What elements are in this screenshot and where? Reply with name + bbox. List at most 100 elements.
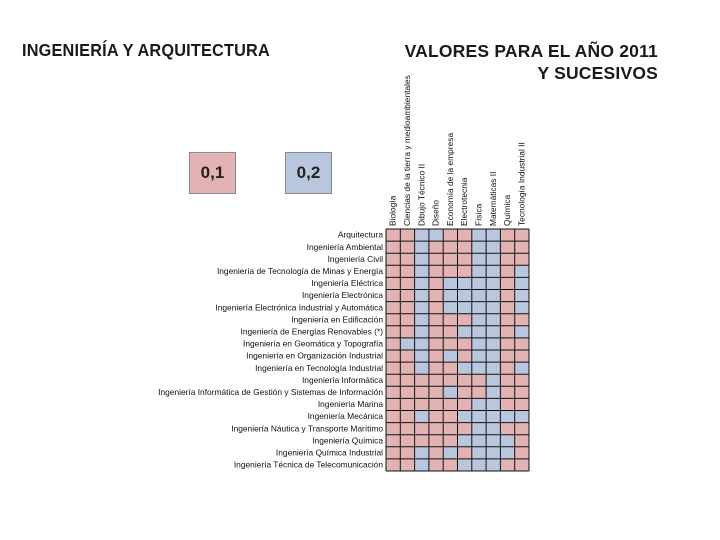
heatmap-cell-r2-c7 (486, 253, 501, 266)
heatmap-cell-r16-c6 (471, 422, 487, 435)
heatmap-cell-r14-c9 (514, 398, 529, 411)
heatmap-cell-r3-c8 (500, 265, 515, 278)
heatmap-cell-r1-c0 (386, 241, 401, 254)
heatmap-cell-r2-c5 (457, 253, 472, 266)
heatmap-cell-r18-c7 (486, 446, 501, 459)
heatmap-cell-r7-c4 (443, 313, 458, 326)
row-label-5: Ingeniería Electrónica (302, 290, 383, 300)
heatmap-cell-r12-c4 (443, 374, 458, 387)
heatmap-cell-r15-c0 (386, 410, 401, 423)
heatmap-cell-r14-c0 (386, 398, 401, 411)
heatmap-cell-r13-c0 (386, 386, 401, 399)
title-right-line1: VALORES PARA EL AÑO 2011 (404, 41, 658, 61)
heatmap-cell-r7-c0 (386, 313, 401, 326)
heatmap-cell-r8-c2 (414, 325, 429, 338)
heatmap-cell-r4-c4 (443, 277, 458, 290)
heatmap-cell-r13-c5 (457, 386, 472, 399)
heatmap-cell-r1-c3 (428, 241, 444, 254)
heatmap-cell-r18-c9 (514, 446, 529, 459)
heatmap-cell-r15-c8 (500, 410, 515, 423)
heatmap-cell-r7-c3 (428, 313, 444, 326)
heatmap-cell-r11-c9 (514, 362, 529, 375)
heatmap-cell-r2-c4 (443, 253, 458, 266)
heatmap-cell-r8-c8 (500, 325, 515, 338)
heatmap-cell-r19-c2 (414, 458, 429, 471)
heatmap-cell-r7-c6 (471, 313, 487, 326)
heatmap-cell-r8-c1 (400, 325, 415, 338)
column-label-7: Matemáticas II (488, 172, 498, 226)
heatmap-cell-r11-c1 (400, 362, 415, 375)
heatmap-cell-r19-c8 (500, 458, 515, 471)
heatmap-cell-r2-c6 (471, 253, 487, 266)
heatmap-cell-r1-c9 (514, 241, 529, 254)
heatmap-cell-r17-c0 (386, 434, 401, 447)
row-label-9: Ingeniería en Geomática y Topografía (243, 339, 383, 349)
heatmap-cell-r11-c3 (428, 362, 444, 375)
heatmap-cell-r10-c2 (414, 350, 429, 363)
heatmap-cell-r10-c7 (486, 350, 501, 363)
heatmap-cell-r18-c2 (414, 446, 429, 459)
heatmap-cell-r2-c9 (514, 253, 529, 266)
heatmap-cell-r13-c1 (400, 386, 415, 399)
heatmap-cell-r14-c8 (500, 398, 515, 411)
heatmap-cell-r8-c5 (457, 325, 472, 338)
heatmap-cell-r3-c9 (514, 265, 529, 278)
heatmap-cell-r12-c0 (386, 374, 401, 387)
heatmap-cell-r16-c2 (414, 422, 429, 435)
row-label-2: Ingeniería Civil (328, 254, 384, 264)
heatmap-cell-r14-c3 (428, 398, 444, 411)
heatmap-cell-r15-c7 (486, 410, 501, 423)
heatmap-cell-r5-c3 (428, 289, 444, 302)
heatmap-cell-r5-c4 (443, 289, 458, 302)
heatmap-cell-r6-c6 (471, 301, 487, 314)
heatmap-cell-r12-c7 (486, 374, 501, 387)
page-title-right: VALORES PARA EL AÑO 2011 Y SUCESIVOS (405, 40, 658, 84)
heatmap-cell-r12-c8 (500, 374, 515, 387)
heatmap-cell-r19-c5 (457, 458, 472, 471)
heatmap-cell-r9-c8 (500, 337, 515, 350)
heatmap-cell-r13-c8 (500, 386, 515, 399)
heatmap-cell-r17-c5 (457, 434, 472, 447)
heatmap-cell-r14-c2 (414, 398, 429, 411)
heatmap-cell-r7-c5 (457, 313, 472, 326)
heatmap-cell-r13-c2 (414, 386, 429, 399)
heatmap-cell-r7-c9 (514, 313, 529, 326)
column-label-0: Biología (388, 195, 398, 226)
heatmap-cell-r15-c4 (443, 410, 458, 423)
heatmap-cell-r8-c3 (428, 325, 444, 338)
heatmap-cell-r9-c7 (486, 337, 501, 350)
heatmap-cell-r17-c6 (471, 434, 487, 447)
heatmap-cell-r13-c7 (486, 386, 501, 399)
heatmap-cell-r18-c3 (428, 446, 444, 459)
heatmap-cell-r2-c3 (428, 253, 444, 266)
heatmap-cell-r3-c7 (486, 265, 501, 278)
heatmap-cell-r6-c2 (414, 301, 429, 314)
column-label-1: Ciencias de la tierra y medioambientales (402, 75, 412, 226)
heatmap-cell-r2-c2 (414, 253, 429, 266)
heatmap-cell-r13-c4 (443, 386, 458, 399)
heatmap-cell-r0-c6 (471, 229, 487, 242)
heatmap-cell-r0-c3 (428, 229, 444, 242)
row-label-19: Ingeniería Técnica de Telecomunicación (234, 460, 383, 470)
column-label-8: Química (502, 194, 512, 226)
heatmap-cell-r3-c3 (428, 265, 444, 278)
heatmap-cell-r4-c7 (486, 277, 501, 290)
heatmap-cell-r1-c5 (457, 241, 472, 254)
heatmap-cell-r10-c8 (500, 350, 515, 363)
heatmap-cell-r16-c1 (400, 422, 415, 435)
column-label-4: Economía de la empresa (445, 133, 455, 226)
heatmap-cell-r15-c6 (471, 410, 487, 423)
row-label-15: Ingeniería Mecánica (308, 411, 384, 421)
heatmap-cell-r10-c3 (428, 350, 444, 363)
heatmap-cell-r7-c2 (414, 313, 429, 326)
heatmap-cell-r13-c9 (514, 386, 529, 399)
heatmap-cell-r4-c5 (457, 277, 472, 290)
heatmap-cell-r12-c2 (414, 374, 429, 387)
heatmap-cell-r6-c3 (428, 301, 444, 314)
heatmap-cell-r19-c7 (486, 458, 501, 471)
heatmap-cell-r17-c7 (486, 434, 501, 447)
heatmap-cell-r1-c2 (414, 241, 429, 254)
heatmap-cell-r11-c2 (414, 362, 429, 375)
heatmap-cell-r6-c1 (400, 301, 415, 314)
